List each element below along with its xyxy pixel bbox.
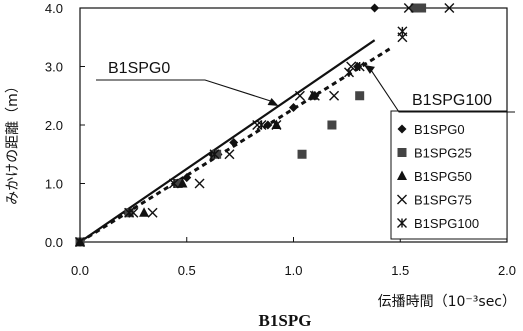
legend-item: B1SPG75	[397, 193, 472, 208]
data-point-b1spg100	[124, 207, 135, 218]
data-point-b1spg0	[182, 173, 192, 183]
callout-label-b1spg0: B1SPG0	[108, 60, 170, 77]
data-point-b1spg75	[224, 149, 235, 160]
data-point-b1spg75	[294, 90, 305, 101]
data-point-b1spg75	[346, 61, 357, 72]
y-tick-label: 3.0	[45, 60, 63, 75]
data-point-b1spg0	[263, 120, 273, 130]
data-point-b1spg100	[397, 26, 408, 37]
legend-label: B1SPG25	[414, 146, 472, 161]
legend-marker-b1spg50	[397, 170, 407, 180]
data-point-b1spg75	[271, 120, 282, 130]
legend-label: B1SPG0	[414, 122, 465, 137]
legend-box	[390, 110, 508, 240]
data-point-b1spg25	[417, 3, 427, 13]
data-point-b1spg100	[309, 90, 320, 101]
y-tick-label: 0.0	[45, 235, 63, 250]
data-point-b1spg100	[344, 67, 355, 78]
data-point-b1spg25	[297, 149, 307, 159]
data-point-b1spg50	[139, 207, 150, 217]
axis-ticks: 0.0 0.5 1.0 1.5 2.0 0.0 1.0 2.0 3.0 4.0	[45, 1, 516, 278]
legend-label: B1SPG50	[414, 169, 472, 184]
chart-caption: B1SPG	[259, 311, 312, 330]
data-point-b1spg25	[212, 149, 222, 159]
x-tick-label: 0.5	[178, 263, 196, 278]
data-point-b1spg75	[194, 178, 205, 189]
data-point-b1spg75	[147, 207, 158, 218]
y-tick-label: 4.0	[45, 1, 63, 16]
legend-label: B1SPG75	[414, 193, 472, 208]
legend: B1SPG0 B1SPG25 B1SPG50 B1SPG75 B1SPG100	[390, 110, 508, 240]
data-point-b1spg75	[444, 3, 455, 13]
data-point-b1spg100	[209, 149, 220, 160]
legend-marker-b1spg25	[397, 148, 407, 157]
data-point-b1spg100	[256, 120, 267, 130]
legend-item: B1SPG0	[397, 122, 465, 137]
callout-arrowhead-b1spg0	[267, 97, 279, 106]
data-point-b1spg100	[75, 237, 85, 247]
data-point-b1spg0	[229, 138, 239, 148]
data-point-b1spg75	[329, 90, 340, 101]
data-point-b1spg25	[355, 91, 365, 101]
data-point-b1spg75	[128, 207, 139, 218]
legend-item: B1SPG25	[397, 146, 472, 161]
data-point-b1spg100	[354, 61, 365, 72]
y-axis-label: みかけの距離（m）	[4, 79, 21, 205]
callout-arrowhead-b1spg100	[363, 64, 375, 74]
legend-item: B1SPG50	[397, 169, 472, 184]
callout-arrow-b1spg0	[96, 79, 271, 102]
x-tick-label: 1.5	[391, 263, 409, 278]
data-point-b1spg75	[252, 120, 263, 130]
data-point-b1spg25	[173, 179, 183, 188]
callouts: B1SPG0 B1SPG100	[96, 60, 515, 113]
x-tick-label: 0.0	[71, 263, 89, 278]
legend-marker-b1spg75	[397, 194, 407, 205]
data-point-b1spg50	[177, 178, 188, 188]
data-points	[75, 3, 455, 247]
y-tick-label: 2.0	[45, 118, 63, 133]
data-point-b1spg100	[168, 178, 179, 189]
data-point-b1spg0	[289, 102, 298, 112]
legend-marker-b1spg100	[397, 218, 407, 228]
callout-label-b1spg100: B1SPG100	[412, 92, 492, 109]
data-point-b1spg25	[327, 120, 337, 130]
data-point-b1spg75	[403, 3, 414, 13]
legend-label: B1SPG100	[414, 216, 479, 231]
x-tick-label: 1.0	[284, 263, 302, 278]
callout-arrow-b1spg100	[370, 69, 515, 113]
x-tick-label: 2.0	[498, 263, 516, 278]
legend-marker-b1spg0	[397, 124, 407, 134]
series-b1spg100	[75, 26, 408, 247]
x-axis-label: 伝播時間（10⁻³sec）	[378, 294, 516, 310]
legend-item: B1SPG100	[397, 216, 479, 231]
y-tick-label: 1.0	[45, 177, 63, 192]
data-point-b1spg0	[370, 3, 380, 13]
data-point-b1spg25	[410, 3, 420, 13]
